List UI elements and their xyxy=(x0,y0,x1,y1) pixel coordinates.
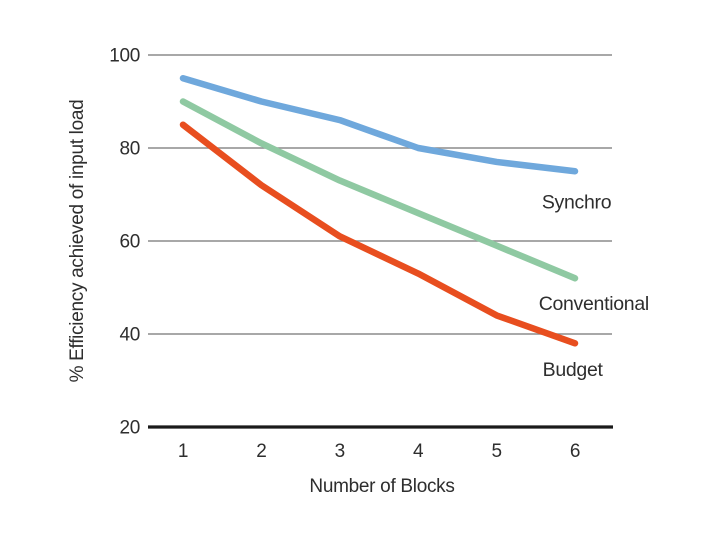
y-tick-label-40: 40 xyxy=(119,325,140,346)
x-tick-label-1: 1 xyxy=(178,441,188,462)
x-tick-label-5: 5 xyxy=(491,441,501,462)
series-line-conventional xyxy=(179,98,579,282)
x-tick-label-2: 2 xyxy=(256,441,266,462)
x-axis-title: Number of Blocks xyxy=(309,476,455,497)
x-tick-label-3: 3 xyxy=(335,441,345,462)
y-tick-label-80: 80 xyxy=(119,139,140,160)
y-tick-label-60: 60 xyxy=(119,232,140,253)
x-tick-label-4: 4 xyxy=(413,441,424,462)
series-line-synchro xyxy=(179,75,579,175)
series-label-synchro: Synchro xyxy=(542,191,612,213)
series-label-conventional: Conventional xyxy=(539,293,649,315)
y-tick-label-20: 20 xyxy=(119,418,140,439)
series-line-budget xyxy=(179,121,579,347)
x-tick-label-6: 6 xyxy=(570,441,580,462)
y-axis-title: % Efficiency achieved of input load xyxy=(67,99,88,383)
series-label-budget: Budget xyxy=(543,359,604,381)
y-tick-label-100: 100 xyxy=(109,46,140,67)
